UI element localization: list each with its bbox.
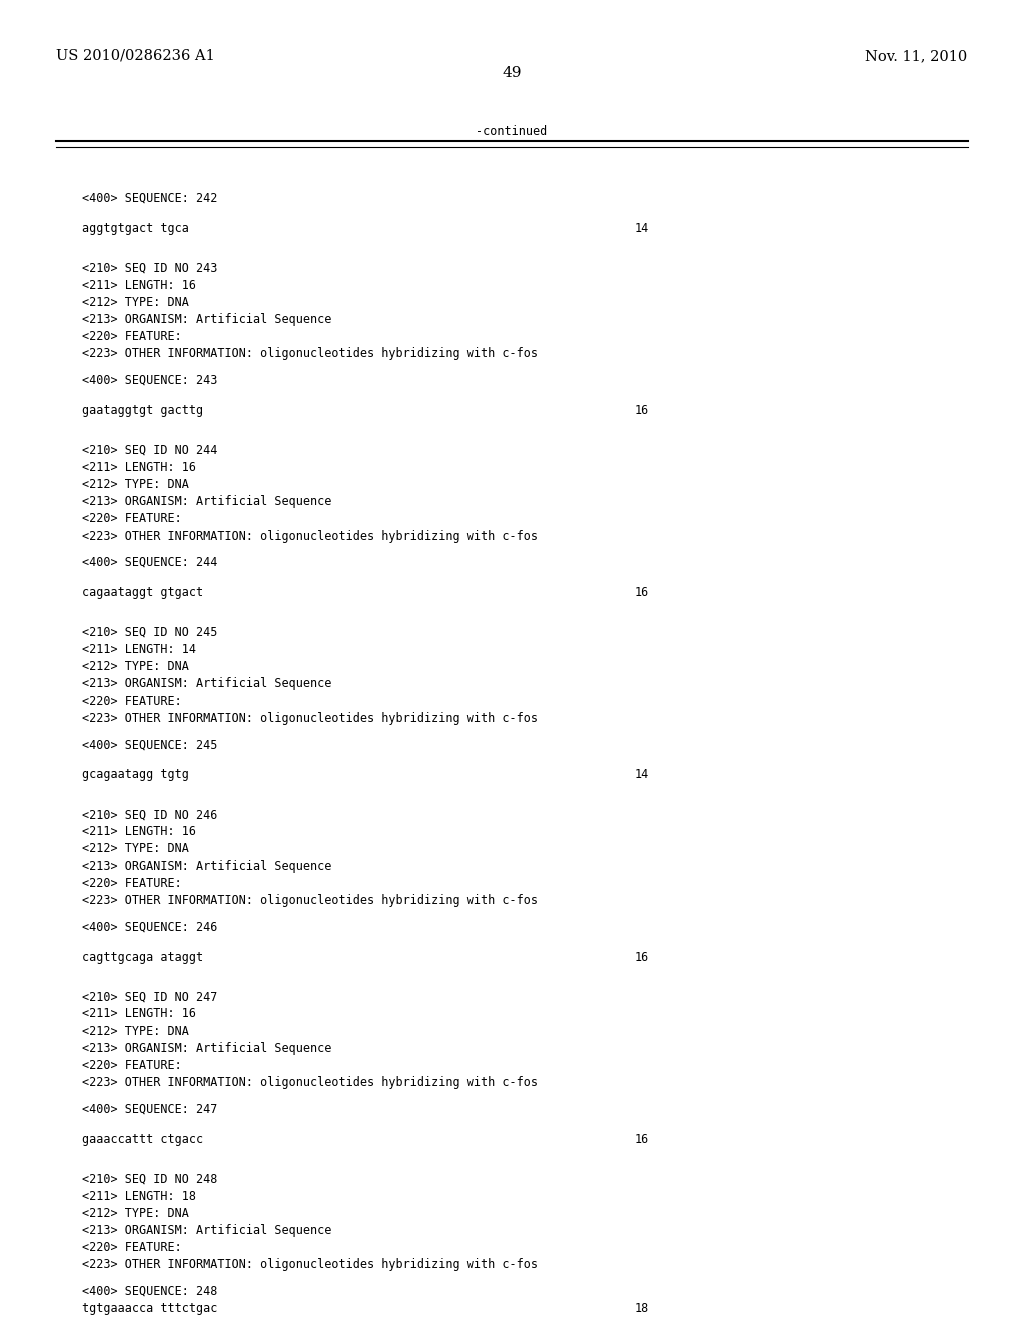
Text: <400> SEQUENCE: 242: <400> SEQUENCE: 242	[82, 191, 217, 205]
Text: <220> FEATURE:: <220> FEATURE:	[82, 694, 181, 708]
Text: 49: 49	[502, 66, 522, 81]
Text: <213> ORGANISM: Artificial Sequence: <213> ORGANISM: Artificial Sequence	[82, 859, 332, 873]
Text: <400> SEQUENCE: 248: <400> SEQUENCE: 248	[82, 1284, 217, 1298]
Text: <223> OTHER INFORMATION: oligonucleotides hybridizing with c-fos: <223> OTHER INFORMATION: oligonucleotide…	[82, 347, 538, 360]
Text: <220> FEATURE:: <220> FEATURE:	[82, 1241, 181, 1254]
Text: 18: 18	[635, 1302, 649, 1315]
Text: <223> OTHER INFORMATION: oligonucleotides hybridizing with c-fos: <223> OTHER INFORMATION: oligonucleotide…	[82, 711, 538, 725]
Text: gaaaccattt ctgacc: gaaaccattt ctgacc	[82, 1133, 203, 1146]
Text: <400> SEQUENCE: 243: <400> SEQUENCE: 243	[82, 374, 217, 387]
Text: <211> LENGTH: 16: <211> LENGTH: 16	[82, 1007, 196, 1020]
Text: <220> FEATURE:: <220> FEATURE:	[82, 1059, 181, 1072]
Text: Nov. 11, 2010: Nov. 11, 2010	[865, 49, 968, 63]
Text: <211> LENGTH: 16: <211> LENGTH: 16	[82, 279, 196, 292]
Text: <210> SEQ ID NO 244: <210> SEQ ID NO 244	[82, 444, 217, 457]
Text: <223> OTHER INFORMATION: oligonucleotides hybridizing with c-fos: <223> OTHER INFORMATION: oligonucleotide…	[82, 529, 538, 543]
Text: tgtgaaacca tttctgac: tgtgaaacca tttctgac	[82, 1302, 217, 1315]
Text: <212> TYPE: DNA: <212> TYPE: DNA	[82, 296, 188, 309]
Text: aggtgtgact tgca: aggtgtgact tgca	[82, 222, 188, 235]
Text: <210> SEQ ID NO 245: <210> SEQ ID NO 245	[82, 626, 217, 639]
Text: -continued: -continued	[476, 125, 548, 139]
Text: 16: 16	[635, 1133, 649, 1146]
Text: <212> TYPE: DNA: <212> TYPE: DNA	[82, 1206, 188, 1220]
Text: 16: 16	[635, 404, 649, 417]
Text: <220> FEATURE:: <220> FEATURE:	[82, 330, 181, 343]
Text: cagttgcaga ataggt: cagttgcaga ataggt	[82, 950, 203, 964]
Text: <210> SEQ ID NO 243: <210> SEQ ID NO 243	[82, 261, 217, 275]
Text: <223> OTHER INFORMATION: oligonucleotides hybridizing with c-fos: <223> OTHER INFORMATION: oligonucleotide…	[82, 894, 538, 907]
Text: cagaataggt gtgact: cagaataggt gtgact	[82, 586, 203, 599]
Text: 14: 14	[635, 222, 649, 235]
Text: <400> SEQUENCE: 247: <400> SEQUENCE: 247	[82, 1102, 217, 1115]
Text: <210> SEQ ID NO 246: <210> SEQ ID NO 246	[82, 808, 217, 821]
Text: <212> TYPE: DNA: <212> TYPE: DNA	[82, 842, 188, 855]
Text: <223> OTHER INFORMATION: oligonucleotides hybridizing with c-fos: <223> OTHER INFORMATION: oligonucleotide…	[82, 1258, 538, 1271]
Text: <400> SEQUENCE: 245: <400> SEQUENCE: 245	[82, 738, 217, 751]
Text: <213> ORGANISM: Artificial Sequence: <213> ORGANISM: Artificial Sequence	[82, 1041, 332, 1055]
Text: <211> LENGTH: 18: <211> LENGTH: 18	[82, 1189, 196, 1203]
Text: <400> SEQUENCE: 244: <400> SEQUENCE: 244	[82, 556, 217, 569]
Text: <211> LENGTH: 16: <211> LENGTH: 16	[82, 825, 196, 838]
Text: <212> TYPE: DNA: <212> TYPE: DNA	[82, 478, 188, 491]
Text: <210> SEQ ID NO 247: <210> SEQ ID NO 247	[82, 990, 217, 1003]
Text: <213> ORGANISM: Artificial Sequence: <213> ORGANISM: Artificial Sequence	[82, 1224, 332, 1237]
Text: 16: 16	[635, 950, 649, 964]
Text: US 2010/0286236 A1: US 2010/0286236 A1	[56, 49, 215, 63]
Text: gcagaatagg tgtg: gcagaatagg tgtg	[82, 768, 188, 781]
Text: <220> FEATURE:: <220> FEATURE:	[82, 876, 181, 890]
Text: <212> TYPE: DNA: <212> TYPE: DNA	[82, 1024, 188, 1038]
Text: 14: 14	[635, 768, 649, 781]
Text: <211> LENGTH: 14: <211> LENGTH: 14	[82, 643, 196, 656]
Text: <212> TYPE: DNA: <212> TYPE: DNA	[82, 660, 188, 673]
Text: <400> SEQUENCE: 246: <400> SEQUENCE: 246	[82, 920, 217, 933]
Text: <210> SEQ ID NO 248: <210> SEQ ID NO 248	[82, 1172, 217, 1185]
Text: <213> ORGANISM: Artificial Sequence: <213> ORGANISM: Artificial Sequence	[82, 677, 332, 690]
Text: 16: 16	[635, 586, 649, 599]
Text: <220> FEATURE:: <220> FEATURE:	[82, 512, 181, 525]
Text: <213> ORGANISM: Artificial Sequence: <213> ORGANISM: Artificial Sequence	[82, 495, 332, 508]
Text: <211> LENGTH: 16: <211> LENGTH: 16	[82, 461, 196, 474]
Text: gaataggtgt gacttg: gaataggtgt gacttg	[82, 404, 203, 417]
Text: <213> ORGANISM: Artificial Sequence: <213> ORGANISM: Artificial Sequence	[82, 313, 332, 326]
Text: <223> OTHER INFORMATION: oligonucleotides hybridizing with c-fos: <223> OTHER INFORMATION: oligonucleotide…	[82, 1076, 538, 1089]
